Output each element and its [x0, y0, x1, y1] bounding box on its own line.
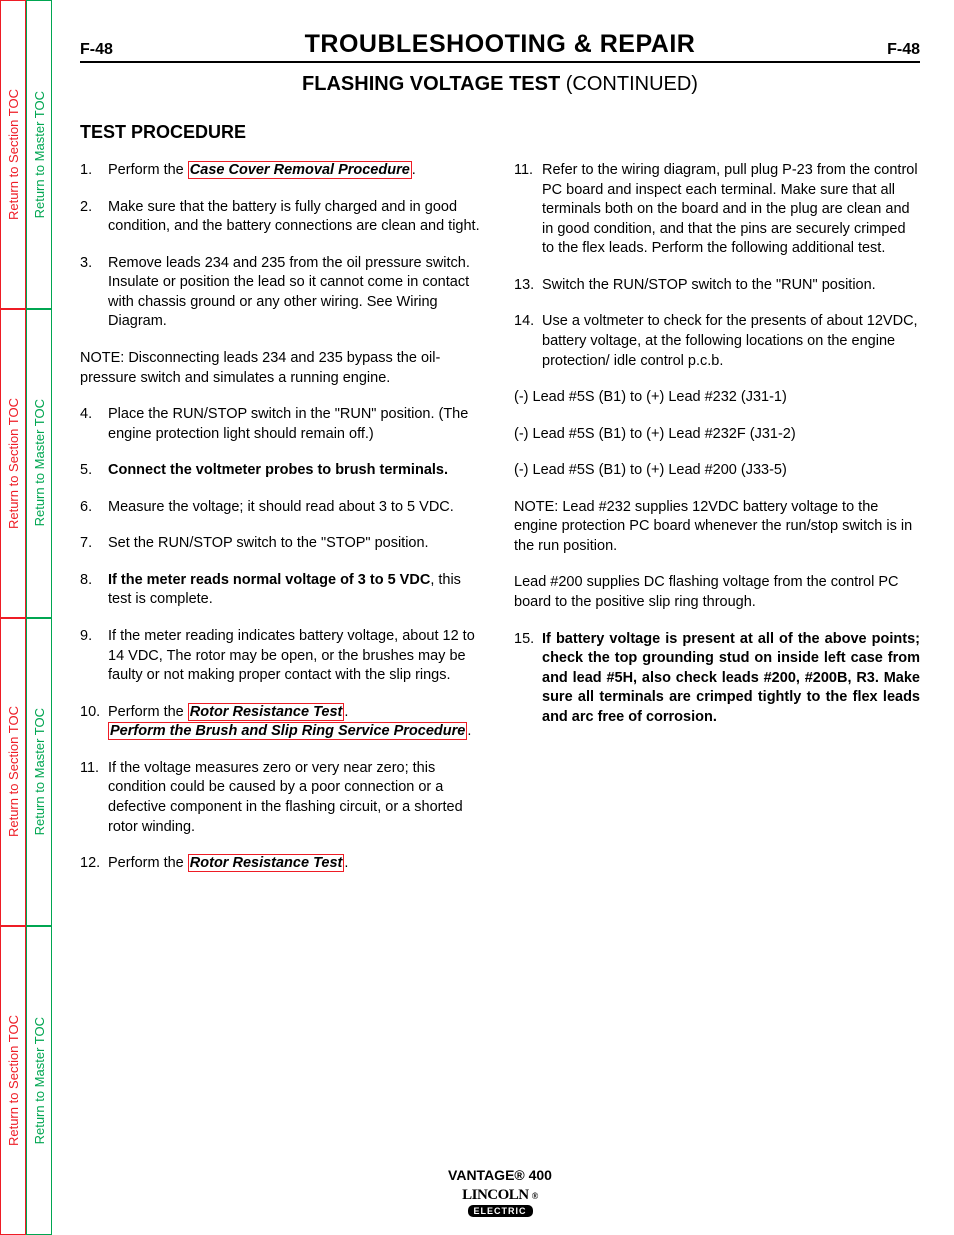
- step: 3. Remove leads 234 and 235 from the oil…: [80, 254, 486, 332]
- left-column: 1. Perform the Case Cover Removal Proced…: [80, 161, 486, 891]
- return-master-toc-tab[interactable]: Return to Master TOC: [26, 618, 52, 927]
- page-footer: VANTAGE® 400 LINCOLN® ELECTRIC: [60, 1167, 940, 1217]
- step: 6. Measure the voltage; it should read a…: [80, 498, 486, 518]
- page-content: F-48 TROUBLESHOOTING & REPAIR F-48 FLASH…: [60, 0, 940, 891]
- step: 13. Switch the RUN/STOP switch to the "R…: [514, 276, 920, 296]
- section-toc-column: Return to Section TOC Return to Section …: [0, 0, 26, 1235]
- step: 8. If the meter reads normal voltage of …: [80, 571, 486, 610]
- return-section-toc-tab[interactable]: Return to Section TOC: [0, 309, 26, 618]
- step: 1. Perform the Case Cover Removal Proced…: [80, 161, 486, 181]
- return-section-toc-tab[interactable]: Return to Section TOC: [0, 618, 26, 927]
- note-text: NOTE: Disconnecting leads 234 and 235 by…: [80, 349, 486, 388]
- note-text: NOTE: Lead #232 supplies 12VDC battery v…: [514, 498, 920, 557]
- return-master-toc-tab[interactable]: Return to Master TOC: [26, 0, 52, 309]
- header-row: F-48 TROUBLESHOOTING & REPAIR F-48: [80, 30, 920, 63]
- link-brush-slip-ring-service[interactable]: Perform the Brush and Slip Ring Service …: [108, 722, 467, 740]
- right-column: 11. Refer to the wiring diagram, pull pl…: [514, 161, 920, 891]
- step: 11. Refer to the wiring diagram, pull pl…: [514, 161, 920, 259]
- voltmeter-reading: (-) Lead #5S (B1) to (+) Lead #200 (J33-…: [514, 461, 920, 481]
- voltmeter-reading: (-) Lead #5S (B1) to (+) Lead #232 (J31-…: [514, 388, 920, 408]
- step: 2. Make sure that the battery is fully c…: [80, 198, 486, 237]
- body-columns: 1. Perform the Case Cover Removal Proced…: [80, 161, 920, 891]
- voltmeter-reading: (-) Lead #5S (B1) to (+) Lead #232F (J31…: [514, 425, 920, 445]
- footer-model: VANTAGE® 400: [60, 1167, 940, 1183]
- page-title: TROUBLESHOOTING & REPAIR: [305, 30, 696, 59]
- step: 4. Place the RUN/STOP switch in the "RUN…: [80, 405, 486, 444]
- page-number-right: F-48: [887, 41, 920, 59]
- paragraph: Lead #200 supplies DC flashing voltage f…: [514, 573, 920, 612]
- step: 12. Perform the Rotor Resistance Test.: [80, 854, 486, 874]
- return-section-toc-tab[interactable]: Return to Section TOC: [0, 0, 26, 309]
- page-number-left: F-48: [80, 41, 113, 59]
- section-heading: TEST PROCEDURE: [80, 122, 920, 143]
- lincoln-electric-logo: LINCOLN® ELECTRIC: [60, 1187, 940, 1217]
- master-toc-column: Return to Master TOC Return to Master TO…: [26, 0, 52, 1235]
- step: 9. If the meter reading indicates batter…: [80, 627, 486, 686]
- return-master-toc-tab[interactable]: Return to Master TOC: [26, 309, 52, 618]
- page-subtitle: FLASHING VOLTAGE TEST (CONTINUED): [80, 73, 920, 96]
- link-rotor-resistance-test[interactable]: Rotor Resistance Test: [188, 854, 345, 872]
- link-case-cover-removal[interactable]: Case Cover Removal Procedure: [188, 161, 412, 179]
- link-rotor-resistance-test[interactable]: Rotor Resistance Test: [188, 703, 345, 721]
- side-tabs: Return to Section TOC Return to Section …: [0, 0, 52, 1235]
- return-section-toc-tab[interactable]: Return to Section TOC: [0, 926, 26, 1235]
- step: 11. If the voltage measures zero or very…: [80, 759, 486, 837]
- step: 7. Set the RUN/STOP switch to the "STOP"…: [80, 534, 486, 554]
- return-master-toc-tab[interactable]: Return to Master TOC: [26, 926, 52, 1235]
- step: 5. Connect the voltmeter probes to brush…: [80, 461, 486, 481]
- step: 15. If battery voltage is present at all…: [514, 630, 920, 728]
- step: 10. Perform the Rotor Resistance Test.Pe…: [80, 703, 486, 742]
- step: 14. Use a voltmeter to check for the pre…: [514, 312, 920, 371]
